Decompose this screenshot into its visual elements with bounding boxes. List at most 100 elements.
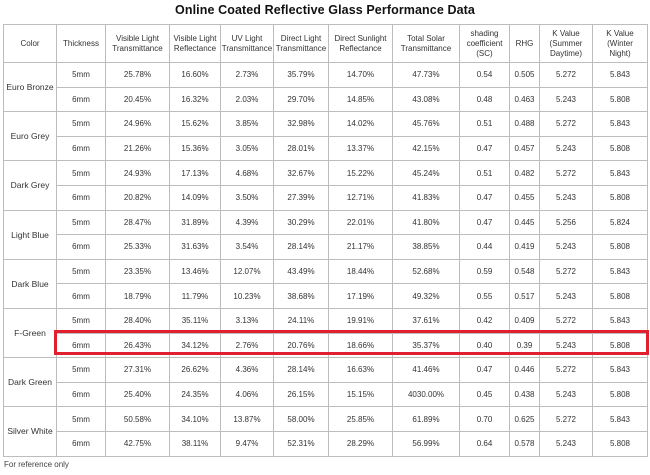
column-header: K Value (Summer Daytime) bbox=[539, 24, 593, 63]
value-cell: 45.24% bbox=[392, 160, 460, 186]
value-cell: 28.47% bbox=[105, 209, 170, 236]
column-header: Thickness bbox=[56, 24, 106, 63]
value-cell: 5.243 bbox=[539, 430, 593, 457]
value-cell: 38.85% bbox=[392, 234, 460, 260]
header-row: Color Thickness Visible Light Transmittanc… bbox=[3, 24, 648, 63]
value-cell: 3.85% bbox=[220, 111, 274, 137]
table-row: Euro Bronze 5mm 25.78% 16.60% 2.73% 35.79% 14.… bbox=[3, 61, 648, 113]
color-cell: Dark Grey bbox=[3, 160, 57, 211]
value-cell: 61.89% bbox=[392, 406, 460, 432]
value-cell: 34.12% bbox=[169, 332, 221, 359]
value-cell: 16.60% bbox=[169, 62, 221, 88]
value-cell: 58.00% bbox=[273, 406, 329, 432]
column-header: UV Light Transmittance bbox=[220, 24, 274, 63]
value-cell: 5.272 bbox=[539, 62, 593, 88]
value-cell: 28.14% bbox=[273, 234, 329, 260]
column-header: Total Solar Transmittance bbox=[392, 24, 460, 63]
value-cell: 12.71% bbox=[328, 184, 393, 211]
value-cell: 5.272 bbox=[539, 406, 593, 432]
value-cell: 0.39 bbox=[509, 332, 540, 359]
value-cell: 0.51 bbox=[459, 160, 510, 186]
value-cell: 25.33% bbox=[105, 234, 170, 260]
value-cell: 14.09% bbox=[169, 184, 221, 211]
value-cell: 0.463 bbox=[509, 86, 540, 113]
value-cell: 0.445 bbox=[509, 209, 540, 236]
value-cell: 0.44 bbox=[459, 234, 510, 260]
table-row: 6mm 20.82% 14.09% 3.50% 27.39% 12.71% 41.83% 0.… bbox=[4, 184, 648, 211]
reference-note: For reference only bbox=[4, 460, 69, 469]
thickness-cell: 5mm bbox=[56, 406, 106, 432]
value-cell: 15.15% bbox=[328, 381, 393, 408]
value-cell: 0.419 bbox=[509, 234, 540, 260]
value-cell: 5.824 bbox=[592, 209, 648, 236]
column-header: RHG bbox=[509, 24, 540, 63]
value-cell: 5.243 bbox=[539, 234, 593, 260]
value-cell: 4.68% bbox=[220, 160, 274, 186]
value-cell: 5.843 bbox=[592, 258, 648, 285]
value-cell: 26.43% bbox=[105, 332, 170, 359]
value-cell: 0.409 bbox=[509, 307, 540, 334]
thickness-cell: 6mm bbox=[56, 430, 106, 457]
value-cell: 0.578 bbox=[509, 430, 540, 457]
value-cell: 15.22% bbox=[328, 160, 393, 186]
value-cell: 18.79% bbox=[105, 283, 170, 309]
color-cell: Silver White bbox=[3, 406, 57, 457]
table-row: Dark Blue 5mm 23.35% 13.46% 12.07% 43.49% 18.4… bbox=[3, 258, 648, 309]
value-cell: 17.19% bbox=[328, 283, 393, 309]
thickness-cell: 5mm bbox=[56, 62, 106, 88]
value-cell: 5.243 bbox=[539, 381, 593, 408]
value-cell: 15.36% bbox=[169, 135, 221, 162]
color-cell: Euro Bronze bbox=[3, 61, 57, 113]
value-cell: 25.78% bbox=[105, 62, 170, 88]
value-cell: 0.47 bbox=[459, 209, 510, 236]
column-header: shading coefficient (SC) bbox=[459, 24, 510, 63]
color-cell: Dark Blue bbox=[3, 258, 57, 309]
table-row: 6mm 20.45% 16.32% 2.03% 29.70% 14.85% 43.08% 0.… bbox=[4, 86, 648, 113]
value-cell: 0.51 bbox=[459, 111, 510, 137]
value-cell: 0.488 bbox=[509, 111, 540, 137]
value-cell: 21.26% bbox=[105, 135, 170, 162]
table-row: 6mm 25.40% 24.35% 4.06% 26.15% 15.15% 4030.00%… bbox=[4, 381, 648, 408]
performance-table: Color Thickness Visible Light Transmittanc… bbox=[3, 24, 648, 457]
table-row: 6mm 42.75% 38.11% 9.47% 52.31% 28.29% 56.99% 0.… bbox=[4, 430, 648, 457]
thickness-cell: 5mm bbox=[56, 111, 106, 137]
value-cell: 4.39% bbox=[220, 209, 274, 236]
table-row: Light Blue 5mm 28.47% 31.89% 4.39% 30.29% 22.0… bbox=[3, 209, 648, 260]
column-header: Color bbox=[3, 24, 57, 63]
table-row: Dark Grey 5mm 24.93% 17.13% 4.68% 32.67% 15.22… bbox=[3, 160, 648, 211]
value-cell: 11.79% bbox=[169, 283, 221, 309]
value-cell: 0.64 bbox=[459, 430, 510, 457]
table-row: 6mm 26.43% 34.12% 2.76% 20.76% 18.66% 35.37% 0.… bbox=[4, 332, 648, 359]
value-cell: 3.05% bbox=[220, 135, 274, 162]
thickness-cell: 6mm bbox=[56, 381, 106, 408]
value-cell: 56.99% bbox=[392, 430, 460, 457]
value-cell: 0.505 bbox=[509, 62, 540, 88]
color-cell: Light Blue bbox=[3, 209, 57, 260]
value-cell: 28.01% bbox=[273, 135, 329, 162]
value-cell: 22.01% bbox=[328, 209, 393, 236]
value-cell: 5.843 bbox=[592, 111, 648, 137]
value-cell: 9.47% bbox=[220, 430, 274, 457]
value-cell: 0.54 bbox=[459, 62, 510, 88]
value-cell: 28.40% bbox=[105, 307, 170, 334]
value-cell: 14.02% bbox=[328, 111, 393, 137]
value-cell: 4.36% bbox=[220, 357, 274, 383]
value-cell: 35.79% bbox=[273, 62, 329, 88]
value-cell: 52.68% bbox=[392, 258, 460, 285]
value-cell: 16.32% bbox=[169, 86, 221, 113]
table-body: Euro Bronze 5mm 25.78% 16.60% 2.73% 35.79% 14.… bbox=[3, 61, 648, 457]
value-cell: 14.85% bbox=[328, 86, 393, 113]
thickness-cell: 5mm bbox=[56, 307, 106, 334]
value-cell: 21.17% bbox=[328, 234, 393, 260]
value-cell: 49.32% bbox=[392, 283, 460, 309]
value-cell: 13.46% bbox=[169, 258, 221, 285]
value-cell: 13.87% bbox=[220, 406, 274, 432]
value-cell: 5.843 bbox=[592, 307, 648, 334]
thickness-cell: 6mm bbox=[56, 283, 106, 309]
value-cell: 10.23% bbox=[220, 283, 274, 309]
value-cell: 52.31% bbox=[273, 430, 329, 457]
value-cell: 43.08% bbox=[392, 86, 460, 113]
value-cell: 20.82% bbox=[105, 184, 170, 211]
value-cell: 27.39% bbox=[273, 184, 329, 211]
value-cell: 5.272 bbox=[539, 111, 593, 137]
